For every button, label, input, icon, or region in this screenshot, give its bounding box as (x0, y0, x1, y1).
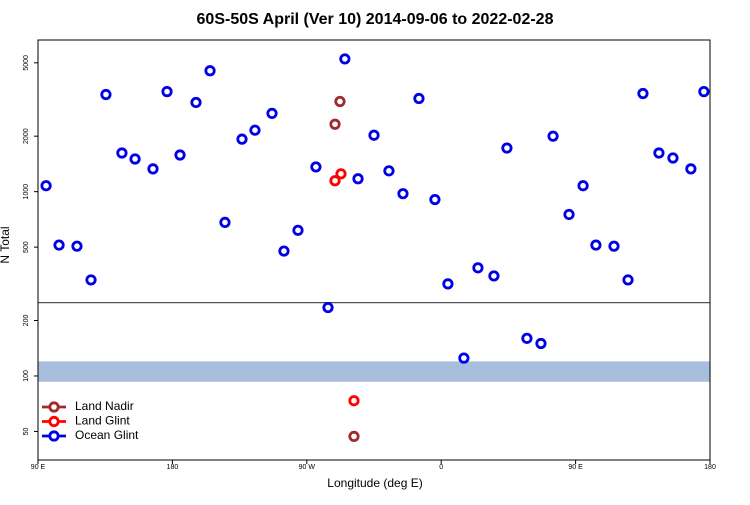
data-point (249, 124, 261, 136)
data-point (334, 95, 346, 108)
data-point (85, 274, 97, 286)
data-point (383, 165, 395, 177)
legend-entry: Land Glint (42, 414, 130, 428)
x-tick-label: 180 (167, 464, 179, 471)
y-tick-label: 5000 (23, 55, 30, 71)
data-point (71, 240, 83, 252)
data-point (329, 175, 341, 187)
data-point (637, 87, 649, 100)
data-point (100, 88, 112, 101)
data-point (501, 142, 513, 154)
data-point (397, 188, 409, 200)
data-point (204, 65, 216, 77)
data-point (129, 153, 141, 165)
data-point (442, 278, 454, 290)
data-point (590, 239, 602, 251)
legend-marker (48, 430, 60, 442)
data-point (488, 270, 500, 282)
data-point (335, 168, 347, 180)
data-point (535, 337, 547, 350)
data-point (685, 163, 697, 175)
data-point (292, 224, 304, 236)
legend-marker (48, 401, 60, 413)
data-point (348, 430, 360, 443)
y-tick-label: 50 (23, 427, 30, 435)
x-axis-label: Longitude (deg E) (327, 476, 422, 490)
x-tick-label: 90 E (568, 464, 583, 471)
x-tick-label: 180 (704, 464, 716, 471)
chart-title: 60S-50S April (Ver 10) 2014-09-06 to 202… (197, 11, 554, 28)
data-point (472, 262, 484, 274)
data-point (310, 161, 322, 173)
data-point (577, 180, 589, 192)
data-point (236, 133, 248, 145)
data-point (547, 130, 559, 142)
data-point (147, 163, 159, 175)
data-point (563, 208, 575, 221)
data-point (266, 107, 278, 120)
plot-frame (37, 39, 711, 461)
data-point (698, 86, 710, 98)
data-point (667, 152, 679, 164)
legend-label: Ocean Glint (75, 428, 139, 442)
legend-entry: Land Nadir (42, 399, 134, 413)
data-point (278, 245, 290, 257)
data-point (622, 274, 634, 286)
data-point (458, 352, 470, 364)
data-point (429, 193, 441, 206)
y-tick-label: 2000 (23, 128, 30, 144)
y-tick-label: 100 (23, 370, 30, 382)
data-point (413, 92, 425, 105)
legend-label: Land Glint (75, 414, 130, 428)
y-axis-label: N Total (0, 226, 12, 263)
data-point (348, 395, 360, 407)
data-point (339, 53, 351, 65)
data-point (174, 149, 186, 161)
x-tick-label: 0 (439, 464, 443, 471)
data-point (190, 96, 202, 109)
data-point (329, 118, 341, 130)
data-point (53, 239, 65, 251)
legend-marker (48, 415, 60, 428)
x-tick-label: 90 E (31, 464, 46, 471)
data-point (608, 240, 620, 252)
shaded-band (38, 361, 710, 382)
data-point (219, 216, 231, 229)
y-tick-label: 500 (23, 241, 30, 253)
legend-label: Land Nadir (75, 399, 134, 413)
data-point (352, 173, 364, 185)
x-tick-label: 90 W (299, 464, 316, 471)
data-point (322, 301, 334, 314)
data-point (368, 129, 380, 141)
y-tick-label: 200 (23, 315, 30, 327)
data-point (521, 332, 533, 344)
data-point (40, 180, 52, 192)
legend-entry: Ocean Glint (42, 428, 139, 442)
data-point (116, 147, 128, 159)
data-point (653, 147, 665, 159)
y-tick-label: 1000 (23, 184, 30, 200)
data-point (161, 86, 173, 98)
